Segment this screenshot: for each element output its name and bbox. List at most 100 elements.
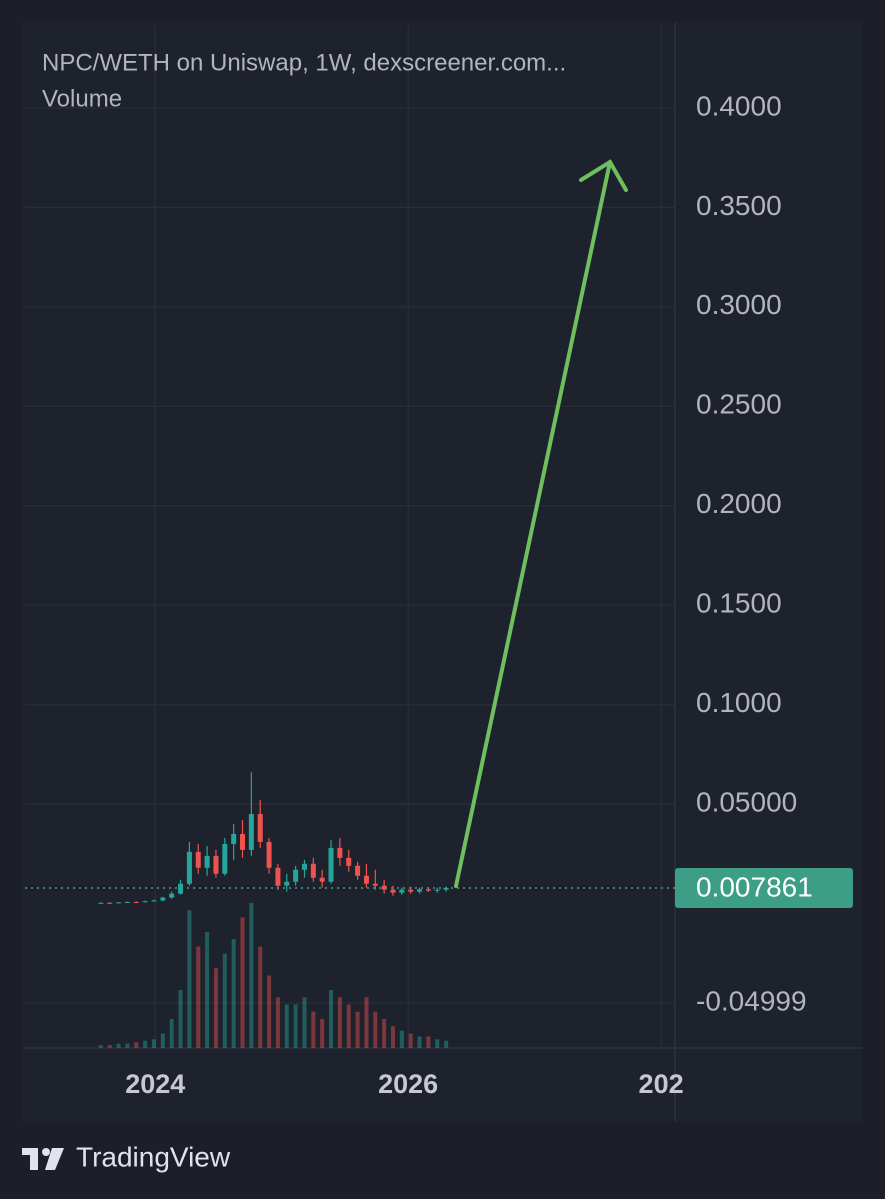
volume-bar (329, 990, 334, 1048)
candle-body (346, 857, 352, 866)
candle-body (248, 814, 254, 850)
volume-bar (355, 1011, 360, 1048)
volume-bar (311, 1011, 316, 1048)
volume-bar (382, 1019, 387, 1048)
volume-bar (205, 932, 210, 1048)
candle-body (107, 902, 113, 904)
volume-bar (399, 1030, 404, 1048)
arrow-head (579, 159, 628, 192)
volume-bar (408, 1033, 413, 1048)
last-price-label: 0.007861 (696, 871, 813, 902)
candle-body (443, 887, 449, 890)
candle-body (434, 889, 440, 891)
volume-bar (231, 939, 236, 1048)
x-tick-label: 2026 (378, 1069, 438, 1099)
volume-bar (125, 1043, 130, 1048)
candle-body (142, 901, 148, 903)
volume-bar (435, 1039, 440, 1048)
volume-bar (178, 990, 183, 1048)
candle-body (301, 863, 307, 870)
candle-body (213, 855, 219, 874)
candle-body (178, 883, 184, 894)
candle-body (284, 881, 290, 886)
arrow-line (454, 160, 612, 888)
candle-body (328, 847, 334, 882)
last-price-box (675, 867, 853, 908)
volume-bar (258, 946, 263, 1048)
candle-body (186, 851, 192, 884)
logo-part (30, 1148, 38, 1170)
chart-title: NPC/WETH on Uniswap, 1W, dexscreener.com… (42, 49, 566, 76)
plot (25, 772, 675, 1048)
candle-body (319, 877, 325, 882)
last-price-badge: 0.007861 (675, 867, 853, 908)
volume-bar (240, 917, 245, 1048)
candle-body (266, 841, 272, 868)
volume-bar (143, 1040, 148, 1048)
volume-bar (302, 997, 307, 1048)
volume-bar (249, 903, 254, 1048)
candle-body (408, 889, 414, 892)
volume-bar (320, 1019, 325, 1048)
volume-bar (267, 975, 272, 1048)
volume-bar (417, 1036, 422, 1048)
y-tick-label: 0.1500 (696, 588, 782, 619)
chart-subtitle: Volume (42, 85, 122, 112)
volume-bar (275, 997, 280, 1048)
candle-body (124, 901, 130, 903)
volume-bar (187, 910, 192, 1048)
candle-body (310, 863, 316, 878)
volume-bar (134, 1042, 139, 1048)
y-tick-label: 0.2500 (696, 389, 782, 420)
y-tick-label: 0.05000 (696, 787, 797, 818)
volume-bar (213, 968, 218, 1048)
y-tick-label: -0.04999 (696, 985, 807, 1016)
volume-bar (364, 997, 369, 1048)
candle-body (257, 814, 263, 842)
grid (25, 25, 675, 1048)
volume-bar (169, 1019, 174, 1048)
candle-body (355, 865, 361, 876)
candle-body (240, 833, 246, 850)
candle-body (425, 889, 431, 891)
volume-bar (337, 997, 342, 1048)
volume-bar (444, 1040, 449, 1048)
volume-bar (284, 1004, 289, 1048)
volume-bar (390, 1026, 395, 1048)
candle-body (363, 875, 369, 884)
candle-body (337, 847, 343, 858)
logo-part (42, 1148, 50, 1156)
y-tick-label: 0.3500 (696, 190, 782, 221)
y-tick-label: 0.4000 (696, 90, 782, 121)
volume-bar (196, 946, 201, 1048)
projection-arrow (454, 159, 628, 888)
y-tick-label: 0.1000 (696, 687, 782, 718)
candle-body (417, 889, 423, 892)
x-tick-label: 2024 (125, 1069, 185, 1099)
y-tick-label: 0.3000 (696, 289, 782, 320)
candle-body (98, 902, 104, 904)
volume-bar (373, 1011, 378, 1048)
candle-body (275, 867, 281, 886)
candle-body (195, 851, 201, 868)
y-tick-label: 0.2000 (696, 488, 782, 519)
chart-panel (22, 22, 862, 1122)
candle-body (133, 901, 139, 903)
volume-bar (151, 1039, 156, 1048)
volume-bar (222, 953, 227, 1048)
volume-bar (426, 1036, 431, 1048)
volume-bar (98, 1045, 103, 1048)
volume-bar (116, 1043, 121, 1048)
candle-body (169, 893, 175, 898)
candle-body (293, 869, 299, 882)
volume-bar (346, 1004, 351, 1048)
volume-bar (293, 1004, 298, 1048)
volume-bar (160, 1033, 165, 1048)
candle-body (116, 902, 122, 904)
logo-part (45, 1148, 64, 1170)
logo (22, 1148, 64, 1170)
candle-body (390, 889, 396, 893)
x-tick-label: 202 (639, 1069, 684, 1099)
candle-body (381, 885, 387, 890)
